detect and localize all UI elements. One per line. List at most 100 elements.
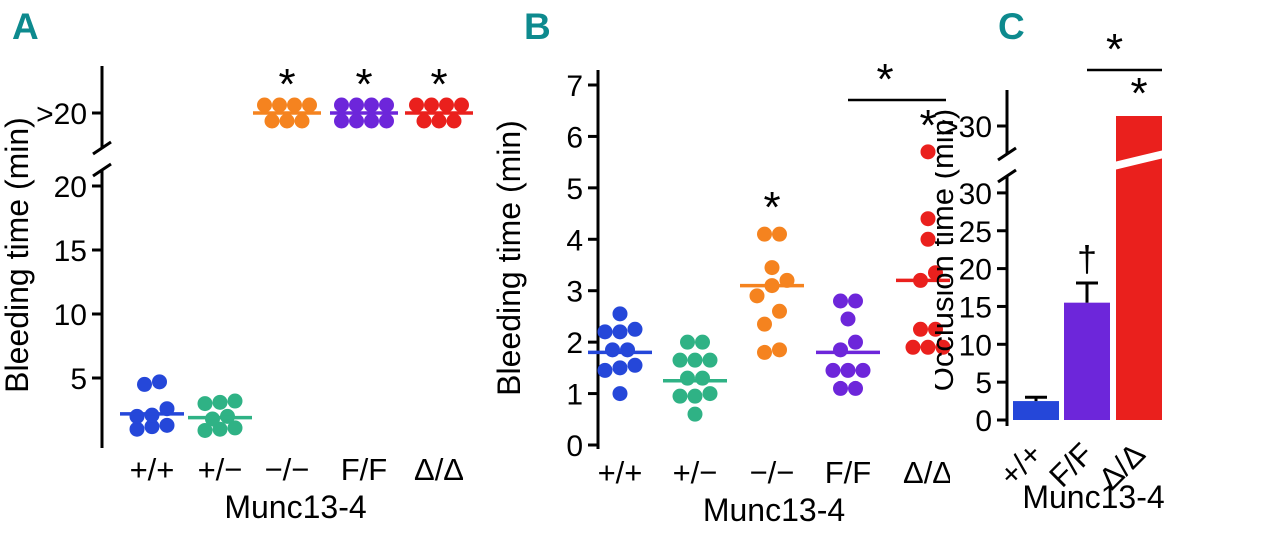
x-tick-label: F/F xyxy=(825,455,872,490)
panel-b-plot: 0 1 2 3 4 5 6 7 Bleeding time (min) +/+ +/− * −/− F/F… xyxy=(491,55,950,528)
data-point xyxy=(612,306,628,322)
data-point xyxy=(129,421,145,437)
data-point xyxy=(144,419,160,435)
data-point xyxy=(757,344,772,360)
data-point xyxy=(597,362,613,378)
data-point xyxy=(446,113,462,129)
data-point xyxy=(227,420,243,436)
data-point xyxy=(227,393,243,409)
data-point xyxy=(913,321,928,337)
significance-marker: * xyxy=(919,101,936,150)
data-point xyxy=(757,226,772,242)
data-point xyxy=(620,342,635,358)
y-axis-title: Bleeding time (min) xyxy=(0,117,35,393)
data-point xyxy=(334,97,349,113)
scatter-group-4 xyxy=(405,97,473,129)
x-tick-label: +/+ xyxy=(130,452,175,487)
panel-label-a: A xyxy=(12,6,39,47)
x-tick-label: Δ/Δ xyxy=(903,455,950,490)
y-tick-label: 1 xyxy=(566,379,583,412)
x-tick-label: +/− xyxy=(198,452,243,487)
data-point xyxy=(840,362,856,378)
bar-group-2 xyxy=(1114,116,1164,420)
data-point xyxy=(627,321,643,337)
x-axis-title: Munc13-4 xyxy=(224,489,366,525)
y-tick-label: 2 xyxy=(566,327,583,360)
data-point xyxy=(212,394,228,410)
data-point xyxy=(928,265,943,281)
data-point xyxy=(159,417,175,433)
data-point xyxy=(129,408,145,424)
data-point xyxy=(680,334,695,350)
data-point xyxy=(279,113,295,129)
scatter-group-1 xyxy=(663,334,727,422)
y-tick-label: 15 xyxy=(959,291,992,324)
y-tick-label: 6 xyxy=(566,121,583,154)
x-tick-label: F/F xyxy=(341,452,388,487)
y-tick-label: 25 xyxy=(959,216,992,249)
scatter-group-4 xyxy=(896,144,950,355)
data-point xyxy=(597,324,613,340)
data-point xyxy=(920,231,936,247)
scatter-group-1 xyxy=(188,393,252,438)
y-tick-label: 5 xyxy=(975,367,992,400)
significance-marker: * xyxy=(763,183,780,232)
data-point xyxy=(702,352,718,368)
bar-group-0 xyxy=(1013,395,1059,420)
x-tick-label: −/− xyxy=(750,455,795,490)
y-tick-label: 5 xyxy=(566,173,583,206)
data-point xyxy=(612,360,628,376)
data-point xyxy=(772,303,787,319)
data-point xyxy=(197,396,213,412)
data-point xyxy=(302,97,317,113)
data-point xyxy=(294,113,310,129)
data-point xyxy=(749,288,765,304)
data-point xyxy=(687,352,703,368)
x-axis-title: Munc13-4 xyxy=(703,492,845,528)
panel-label-c: C xyxy=(998,6,1025,47)
significance-marker: * xyxy=(355,60,372,109)
axis-break-mark xyxy=(92,140,112,156)
x-tick-label: +/+ xyxy=(598,455,643,490)
scatter-group-0 xyxy=(588,306,652,402)
x-tick-label: −/− xyxy=(265,452,310,487)
data-point xyxy=(379,113,394,129)
axis-break-mark xyxy=(997,146,1017,162)
data-point xyxy=(833,380,848,396)
data-point xyxy=(672,388,688,404)
scatter-group-3 xyxy=(330,97,398,129)
data-point xyxy=(197,422,213,438)
y-tick-label: >30 xyxy=(941,111,992,144)
data-point xyxy=(612,386,628,402)
y-tick-label: 15 xyxy=(54,235,87,268)
y-axis-title: Bleeding time (min) xyxy=(491,120,527,396)
data-point xyxy=(905,339,921,355)
axis-break-mark xyxy=(997,168,1017,184)
scatter-group-2 xyxy=(740,226,804,360)
data-point xyxy=(855,362,871,378)
data-point xyxy=(920,211,936,227)
scatter-group-2 xyxy=(253,97,321,129)
y-tick-label: 10 xyxy=(959,329,992,362)
data-point xyxy=(848,380,863,396)
data-point xyxy=(695,334,710,350)
significance-marker: * xyxy=(278,60,295,109)
bar xyxy=(1064,302,1110,420)
data-point xyxy=(687,388,703,404)
data-point xyxy=(334,113,349,129)
data-point xyxy=(454,97,469,113)
data-point xyxy=(848,293,863,309)
data-point xyxy=(349,97,364,113)
scatter-group-0 xyxy=(120,374,184,437)
significance-marker: * xyxy=(876,55,893,104)
data-point xyxy=(364,97,379,113)
panel-b-chart: 0 1 2 3 4 5 6 7 Bleeding time (min) +/+ +/− * −/− F/F… xyxy=(491,55,950,528)
data-point xyxy=(764,260,780,276)
significance-marker: * xyxy=(1130,69,1147,118)
x-tick-label: +/− xyxy=(673,455,718,490)
data-point xyxy=(935,339,950,355)
